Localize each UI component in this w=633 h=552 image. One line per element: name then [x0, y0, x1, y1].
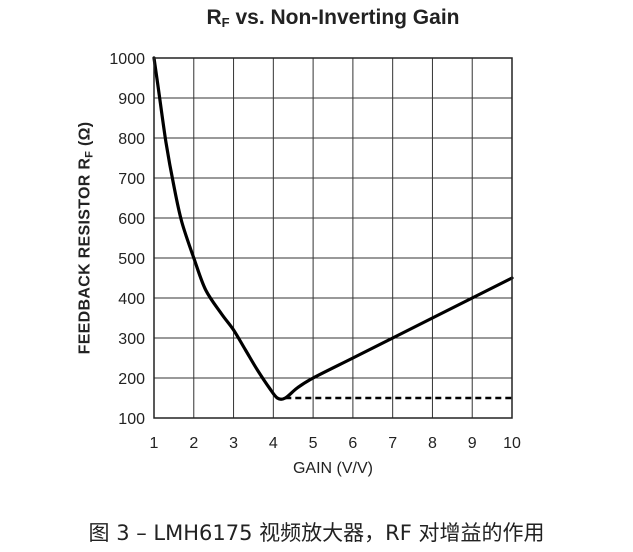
x-tick-label: 2	[189, 435, 198, 452]
x-tick-label: 3	[229, 435, 238, 452]
chart-title: RF vs. Non-Inverting Gain	[206, 6, 460, 30]
y-tick-label: 100	[118, 411, 145, 428]
y-tick-label: 200	[118, 371, 145, 388]
figure-caption: 图 3 – LMH6175 视频放大器，RF 对增益的作用	[88, 521, 545, 545]
x-tick-label: 5	[309, 435, 318, 452]
y-tick-label: 300	[118, 331, 145, 348]
y-tick-label: 1000	[109, 51, 145, 68]
x-axis-label: GAIN (V/V)	[292, 460, 373, 477]
x-tick-labels: 1 2 3 4 5 6 7 8 9 10	[150, 435, 521, 452]
y-tick-label: 700	[118, 171, 145, 188]
solid-series-line	[152, 56, 514, 401]
x-tick-label: 10	[503, 435, 521, 452]
y-tick-label: 400	[118, 291, 145, 308]
x-tick-label: 8	[428, 435, 437, 452]
grid	[153, 57, 513, 419]
x-tick-label: 9	[468, 435, 477, 452]
plot-frame	[153, 57, 513, 419]
y-tick-label: 600	[118, 211, 145, 228]
y-tick-label: 900	[118, 91, 145, 108]
x-tick-label: 7	[388, 435, 397, 452]
x-tick-label: 1	[150, 435, 159, 452]
y-tick-label: 800	[118, 131, 145, 148]
x-tick-label: 4	[269, 435, 278, 452]
y-tick-labels: 100 200 300 400 500 600 700 800 900 1000	[109, 51, 145, 428]
y-tick-label: 500	[118, 251, 145, 268]
series-group	[152, 56, 514, 401]
x-tick-label: 6	[348, 435, 357, 452]
